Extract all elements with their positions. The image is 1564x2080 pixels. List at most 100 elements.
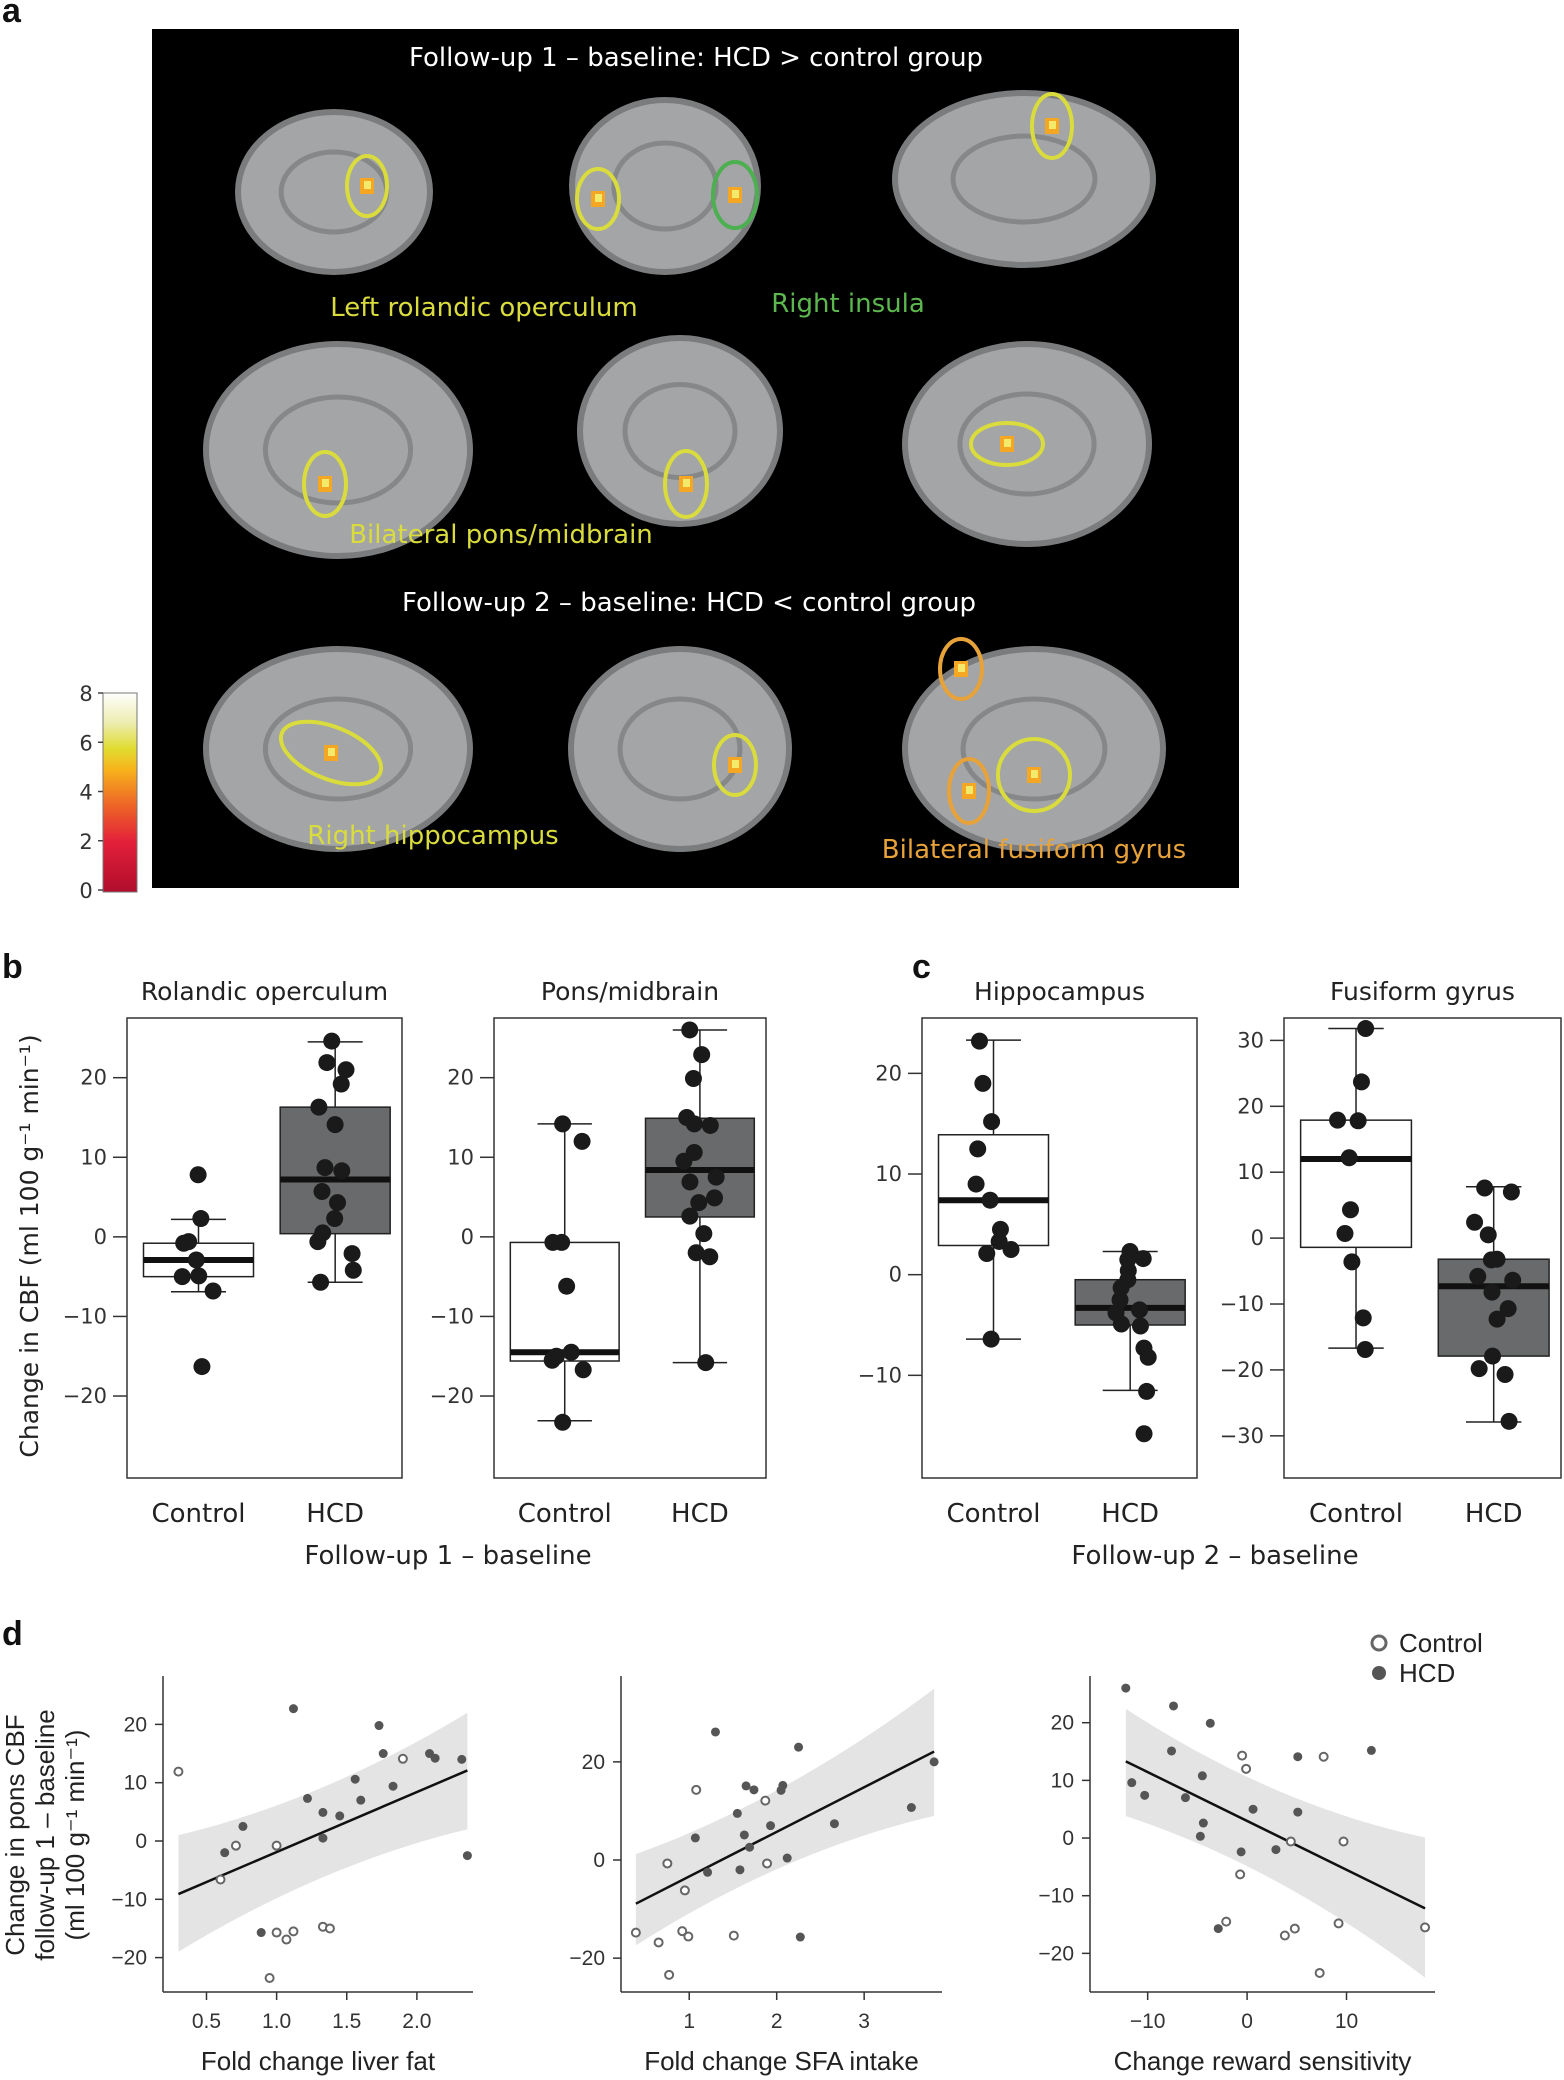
- y-tick-label: 20: [1051, 1712, 1074, 1735]
- panel-d-ylabel-line3: (ml 100 g⁻¹ min⁻¹): [60, 1730, 90, 1941]
- x-tick-label: 1.0: [262, 2010, 291, 2033]
- x-tick-label: 1.5: [332, 2010, 361, 2033]
- point-control: [1318, 1751, 1329, 1762]
- region-highlight-ellipse: [711, 160, 759, 230]
- region-highlight-ellipse: [938, 637, 984, 701]
- region-highlight-ellipse: [345, 154, 389, 218]
- data-point: [1349, 1112, 1367, 1130]
- activation-peak: [683, 479, 690, 487]
- brain-slice: [203, 341, 473, 559]
- boxplot-title: Pons/midbrain: [541, 977, 719, 1006]
- point-hcd: [457, 1754, 467, 1764]
- point-hcd: [782, 1853, 792, 1863]
- point-hcd: [795, 1932, 805, 1942]
- data-point: [681, 1207, 699, 1225]
- regression-line: [177, 1769, 468, 1896]
- data-point: [1139, 1348, 1157, 1366]
- data-point: [574, 1361, 592, 1379]
- y-tick-label: 0: [135, 1830, 147, 1853]
- panel-c-xlabel: Follow-up 2 – baseline: [1071, 1541, 1358, 1571]
- data-point: [970, 1032, 988, 1050]
- category-label: HCD: [671, 1499, 729, 1529]
- point-control: [728, 1930, 739, 1941]
- plot-frame: [1283, 1017, 1562, 1479]
- point-control: [760, 1795, 771, 1806]
- category-label: Control: [947, 1499, 1041, 1529]
- data-point: [316, 1159, 334, 1177]
- data-point: [1483, 1283, 1501, 1301]
- point-control: [288, 1926, 299, 1937]
- region-highlight-ellipse: [969, 421, 1045, 467]
- point-hcd: [1293, 1752, 1303, 1762]
- data-point: [323, 1032, 341, 1050]
- data-point: [697, 1354, 715, 1372]
- plot-frame: [921, 1017, 1198, 1479]
- data-point: [1138, 1382, 1156, 1400]
- data-point: [187, 1251, 205, 1269]
- region-highlight-ellipse: [712, 733, 758, 797]
- plot-frame: [493, 1017, 767, 1479]
- activation-peak: [595, 194, 602, 202]
- data-point: [318, 1054, 336, 1072]
- point-hcd: [302, 1793, 312, 1803]
- data-point: [681, 1173, 699, 1191]
- region-label-right-hippocampus: Right hippocampus: [307, 821, 558, 851]
- regression-line: [1125, 1760, 1426, 1910]
- y-tick-label: −20: [430, 1384, 474, 1408]
- point-control: [662, 1858, 673, 1869]
- boxplot-title: Hippocampus: [974, 977, 1145, 1006]
- y-tick-label: −30: [1220, 1424, 1264, 1448]
- legend-control-marker: [1370, 1634, 1388, 1652]
- data-point: [192, 1210, 210, 1228]
- y-tick-label: 20: [80, 1066, 107, 1090]
- panel-label-b: b: [2, 948, 23, 986]
- data-point: [1341, 1201, 1359, 1219]
- colorbar-tick-label: 4: [79, 781, 92, 805]
- colorbar-tick-label: 6: [79, 731, 92, 755]
- y-tick-label: 20: [582, 1751, 605, 1774]
- data-point: [685, 1115, 703, 1133]
- point-control: [1314, 1967, 1325, 1978]
- point-control: [230, 1840, 241, 1851]
- data-point: [573, 1132, 591, 1150]
- point-hcd: [378, 1749, 388, 1759]
- data-point: [1479, 1226, 1497, 1244]
- y-tick-label: −10: [1038, 1885, 1074, 1908]
- x-tick-label: 1: [683, 2010, 695, 2033]
- data-point: [701, 1116, 719, 1134]
- data-point: [706, 1189, 724, 1207]
- data-point: [1470, 1360, 1488, 1378]
- data-point: [343, 1245, 361, 1263]
- point-control: [1285, 1836, 1296, 1847]
- point-hcd: [1198, 1818, 1208, 1828]
- data-point: [553, 1233, 571, 1251]
- point-hcd: [1248, 1804, 1258, 1814]
- data-point: [1352, 1073, 1370, 1091]
- brain-sulcus: [611, 140, 719, 232]
- data-point: [1496, 1366, 1514, 1384]
- colorbar-tick-label: 8: [79, 682, 92, 706]
- point-hcd: [1140, 1790, 1150, 1800]
- data-point: [687, 1244, 705, 1262]
- y-tick-label: 10: [124, 1772, 147, 1795]
- region-highlight-ellipse: [278, 719, 384, 787]
- brain-sulcus: [950, 133, 1098, 225]
- brain-slice: [235, 109, 433, 275]
- data-point: [1111, 1291, 1129, 1309]
- y-tick-label: −10: [1220, 1292, 1264, 1316]
- data-point: [675, 1152, 693, 1170]
- data-point: [990, 1232, 1008, 1250]
- region-highlight-ellipse: [302, 450, 348, 518]
- point-hcd: [778, 1780, 788, 1790]
- y-tick-label: −20: [569, 1947, 605, 1970]
- region-label-fusiform-gyrus: Bilateral fusiform gyrus: [882, 835, 1186, 865]
- point-hcd: [374, 1721, 384, 1731]
- point-control: [1221, 1916, 1232, 1927]
- point-control: [324, 1923, 335, 1934]
- point-control: [271, 1927, 282, 1938]
- data-point: [333, 1162, 351, 1180]
- point-control: [677, 1926, 688, 1937]
- y-tick-label: 20: [875, 1061, 902, 1085]
- y-tick-label: −20: [111, 1947, 147, 1970]
